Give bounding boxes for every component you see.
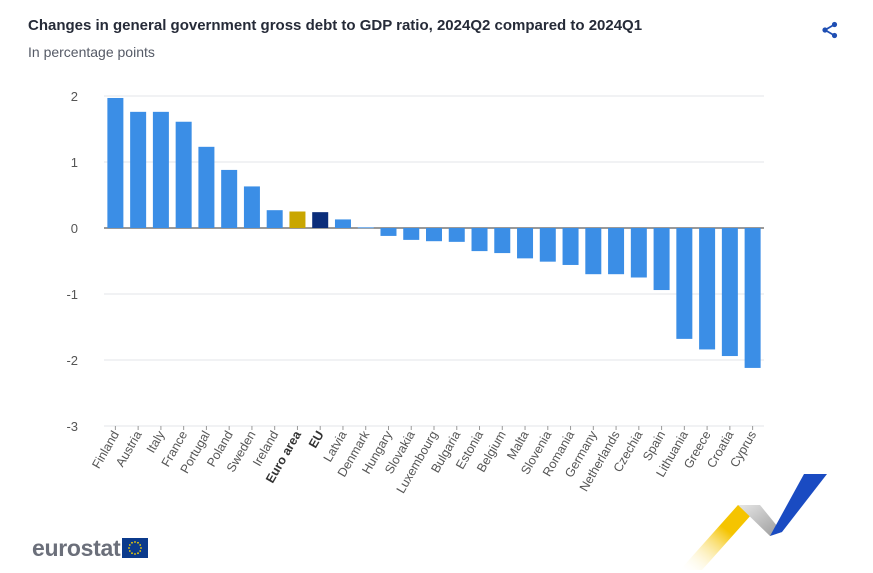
bar-croatia[interactable] [721, 228, 738, 357]
bar-austria[interactable] [130, 111, 147, 228]
bar-netherlands[interactable] [608, 228, 625, 275]
bar-greece[interactable] [699, 228, 716, 350]
y-tick-label: -3 [66, 419, 78, 434]
bar-cyprus[interactable] [744, 228, 761, 368]
chart-subtitle: In percentage points [28, 44, 155, 60]
bar-eu[interactable] [312, 212, 329, 228]
bar-belgium[interactable] [494, 228, 511, 254]
bar-sweden[interactable] [243, 186, 260, 228]
bar-hungary[interactable] [380, 228, 397, 236]
y-tick-label: 2 [71, 89, 78, 104]
bar-denmark[interactable] [357, 227, 374, 229]
bar-portugal[interactable] [198, 146, 215, 228]
x-tick-label: EU [306, 429, 327, 451]
decorative-swoosh [680, 474, 827, 570]
bar-euro-area[interactable] [289, 211, 306, 229]
eurostat-logo: eurostat [32, 534, 149, 561]
bars [107, 97, 761, 368]
y-tick-label: -1 [66, 287, 78, 302]
bar-malta[interactable] [517, 228, 534, 259]
y-tick-label: 1 [71, 155, 78, 170]
bar-france[interactable] [175, 121, 192, 228]
y-tick-label: -2 [66, 353, 78, 368]
bar-poland[interactable] [221, 169, 238, 228]
logo-text: eurostat [32, 534, 121, 561]
bar-luxembourg[interactable] [426, 228, 442, 242]
bar-romania[interactable] [562, 228, 579, 265]
bar-italy[interactable] [152, 111, 169, 228]
y-axis: 2 1 0 -1 -2 -3 [66, 89, 78, 434]
bar-slovakia[interactable] [403, 228, 420, 240]
bar-czechia[interactable] [630, 228, 647, 278]
bar-germany[interactable] [585, 228, 602, 275]
y-tick-label: 0 [71, 221, 78, 236]
bar-slovenia[interactable] [539, 228, 556, 262]
eu-flag-icon [122, 538, 149, 558]
bar-finland[interactable] [107, 97, 124, 228]
bar-estonia[interactable] [471, 228, 488, 252]
bar-latvia[interactable] [334, 219, 351, 228]
bar-ireland[interactable] [266, 210, 283, 228]
bar-lithuania[interactable] [676, 228, 693, 339]
share-icon[interactable] [820, 20, 840, 40]
chart-title: Changes in general government gross debt… [28, 17, 643, 34]
bar-spain[interactable] [653, 228, 670, 291]
bar-bulgaria[interactable] [448, 228, 465, 242]
